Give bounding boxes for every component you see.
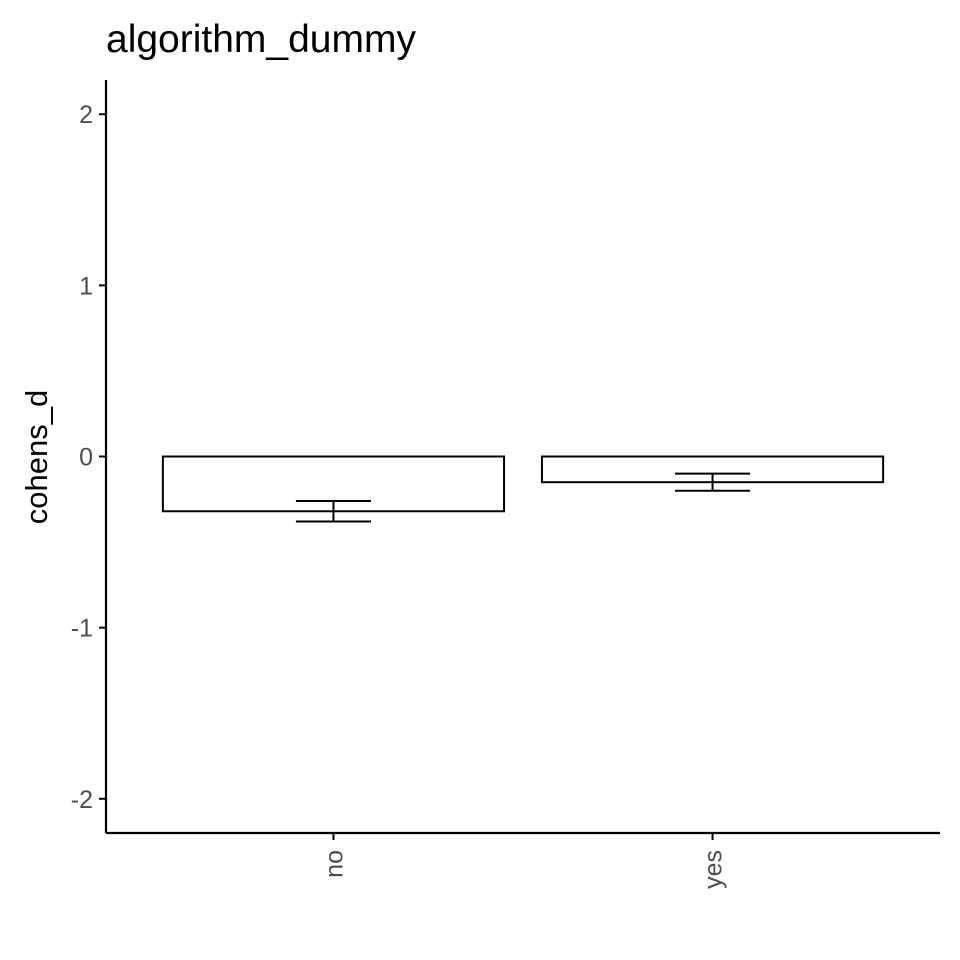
y-tick-label-2: 2: [79, 101, 93, 129]
error-bar-no: [295, 499, 371, 523]
chart-title: algorithm_dummy: [106, 18, 416, 61]
bars-layer: [161, 455, 885, 513]
x-tick-label-yes: yes: [700, 850, 728, 889]
y-tick-label-1: 1: [79, 272, 93, 300]
y-tick-label--1: -1: [71, 615, 93, 643]
error-bar-yes: [675, 472, 751, 492]
y-ticks-layer: -2 -1 0 1 2: [71, 101, 106, 814]
y-tick-label-0: 0: [79, 444, 93, 472]
error-bars-layer: [295, 472, 751, 523]
x-ticks-layer: no yes: [320, 833, 728, 889]
y-axis-title: cohens_d: [19, 390, 54, 524]
x-tick-label-no: no: [320, 850, 348, 878]
y-tick-label--2: -2: [71, 786, 93, 814]
